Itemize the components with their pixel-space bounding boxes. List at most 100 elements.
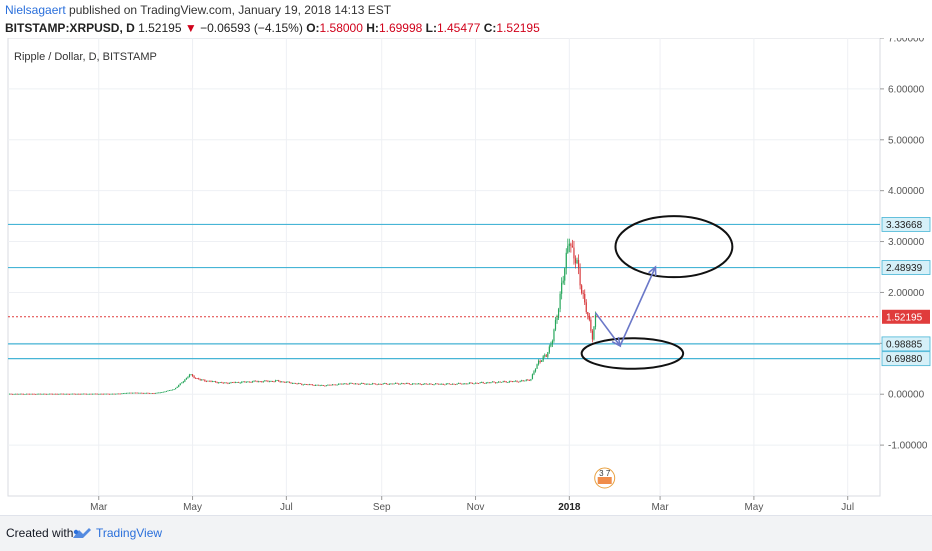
- candle-body: [82, 393, 84, 395]
- candle-body: [176, 386, 178, 388]
- candle-body: [258, 381, 260, 383]
- symbol-legend: BITSTAMP:XRPUSD, D 1.52195 ▼ −0.06593 (−…: [5, 21, 540, 35]
- candle-body: [259, 381, 261, 383]
- candle-body: [416, 383, 418, 385]
- candle-body: [70, 393, 72, 395]
- candle-body: [354, 383, 357, 385]
- candle-body: [458, 383, 460, 384]
- candle-body: [581, 285, 583, 293]
- candle-body: [278, 380, 280, 382]
- candle-body: [244, 381, 246, 383]
- candle-body: [347, 383, 349, 385]
- drawn-arrow-line: [594, 312, 621, 347]
- candle-body: [301, 383, 303, 385]
- candle-body: [508, 381, 510, 383]
- drawn-ellipse: [580, 337, 685, 370]
- candle-body: [198, 378, 200, 380]
- candle-body: [105, 393, 108, 395]
- candle-body: [505, 381, 507, 383]
- candle-body: [427, 383, 429, 385]
- candle-body: [524, 380, 526, 382]
- y-tick-label: 3.00000: [888, 237, 925, 248]
- candle-body: [22, 393, 24, 395]
- candle-body: [191, 374, 194, 376]
- candle-body: [554, 320, 557, 330]
- tradingview-logo-icon: [73, 528, 91, 538]
- candle-body: [59, 393, 61, 395]
- author-link[interactable]: Nielsagaert: [5, 3, 66, 17]
- x-tick-label: Sep: [373, 502, 391, 513]
- candle-body: [445, 383, 447, 385]
- candle-body: [482, 382, 484, 384]
- candle-body: [433, 384, 435, 386]
- x-tick-label: Mar: [90, 502, 108, 513]
- candle-body: [507, 382, 509, 384]
- candle-body: [35, 394, 37, 395]
- candle-body: [156, 392, 158, 394]
- candle-body: [158, 392, 160, 394]
- close-value: 1.52195: [496, 21, 540, 35]
- candle-body: [171, 389, 174, 391]
- candle-body: [302, 384, 304, 386]
- drawn-arrow-head: [611, 336, 622, 348]
- candle-body: [585, 302, 587, 313]
- y-tick-label: 4.00000: [888, 186, 925, 197]
- candle-body: [319, 385, 321, 387]
- candle-body: [577, 259, 580, 269]
- candle-body: [536, 364, 538, 369]
- candle-body: [38, 393, 40, 395]
- candle-body: [211, 381, 214, 383]
- candle-body: [76, 393, 78, 395]
- candle-body: [44, 393, 46, 395]
- candle-body: [421, 384, 423, 386]
- candle-body: [24, 393, 26, 395]
- candle-body: [487, 382, 489, 384]
- candle-body: [78, 393, 80, 395]
- candle-body: [285, 381, 287, 383]
- candle-body: [148, 393, 151, 394]
- x-tick-label: Mar: [651, 502, 669, 513]
- level-label-box: [881, 260, 931, 275]
- candle-body: [588, 315, 590, 320]
- candle-body: [21, 393, 23, 395]
- candle-body: [145, 392, 148, 394]
- symbol-name: BITSTAMP:XRPUSD, D: [5, 21, 135, 35]
- price-chart[interactable]: -1.000000.000001.000002.000003.000004.00…: [0, 38, 932, 515]
- candle-body: [73, 393, 75, 395]
- high-label: H:: [366, 21, 379, 35]
- candle-body: [387, 383, 389, 385]
- candle-body: [167, 390, 169, 392]
- candle-body: [574, 258, 577, 264]
- tradingview-brand-link[interactable]: TradingView: [96, 526, 163, 540]
- candle-body: [511, 381, 514, 383]
- candle-body: [501, 381, 503, 383]
- candle-body: [591, 330, 594, 340]
- candle-body: [431, 384, 434, 385]
- candle-body: [185, 377, 187, 380]
- candle-body: [58, 393, 60, 395]
- candle-body: [159, 392, 161, 394]
- candle-body: [353, 383, 355, 385]
- x-tick-label: Nov: [467, 502, 485, 513]
- candle-body: [590, 319, 592, 331]
- candle-body: [450, 384, 452, 385]
- last-price: 1.52195: [138, 21, 182, 35]
- candle-body: [12, 393, 14, 395]
- candle-body: [484, 383, 486, 384]
- candle-body: [195, 378, 197, 379]
- candle-body: [310, 384, 312, 386]
- candle-body: [91, 393, 94, 395]
- candle-body: [365, 383, 367, 385]
- candle-body: [456, 383, 458, 385]
- x-tick-label: 2018: [558, 502, 581, 513]
- candle-body: [255, 380, 257, 382]
- candle-body: [534, 368, 537, 372]
- candle-body: [356, 383, 358, 385]
- candle-body: [453, 383, 455, 385]
- candle-body: [479, 382, 481, 384]
- candle-body: [316, 384, 318, 386]
- candle-body: [8, 393, 11, 395]
- candle-body: [313, 385, 315, 387]
- candle-body: [207, 380, 209, 382]
- candle-body: [390, 383, 392, 385]
